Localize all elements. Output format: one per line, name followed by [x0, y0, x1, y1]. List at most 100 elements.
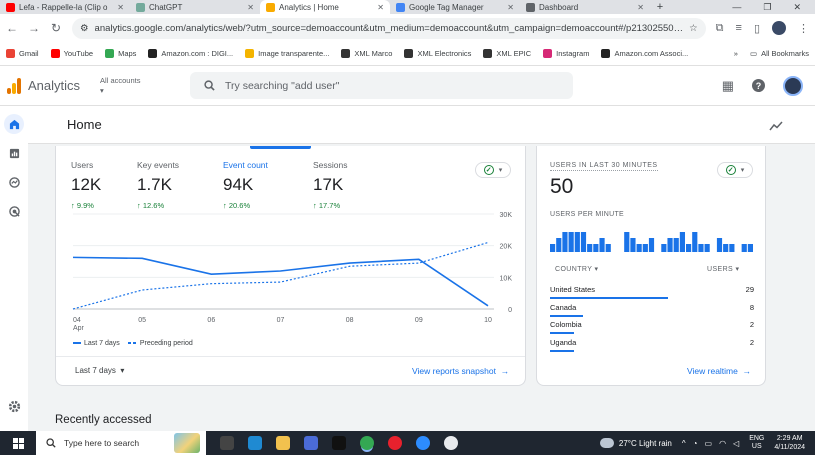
address-bar[interactable]: ⚙ analytics.google.com/analytics/web/?ut… — [72, 17, 706, 39]
new-tab-icon[interactable]: + — [656, 1, 664, 13]
bookmark-label: Instagram — [556, 49, 590, 58]
opera-icon[interactable] — [388, 436, 402, 450]
browser-tab[interactable]: Dashboard ✕ — [520, 0, 650, 14]
legend-previous: Preceding period — [127, 340, 193, 347]
metric-key-events[interactable]: Key events 1.7K ↑ 12.6% — [137, 160, 180, 210]
bookmarks-bar: Gmail YouTube Maps Amazon.com : DIGI... Imag… — [0, 42, 815, 66]
browser-tab[interactable]: Lefa - Rappelle-la (Clip o ✕ — [0, 0, 130, 14]
maximize-icon[interactable]: ❐ — [763, 1, 772, 12]
browser-tab[interactable]: Google Tag Manager ✕ — [390, 0, 520, 14]
all-bookmarks-button[interactable]: ▭ All Bookmarks — [749, 49, 809, 58]
wifi-icon[interactable]: ◠ — [719, 438, 727, 448]
bookmark-item[interactable]: Amazon.com : DIGI... — [148, 49, 233, 58]
edge-icon[interactable] — [248, 436, 262, 450]
apps-grid-icon[interactable]: ▦ — [721, 77, 734, 93]
minute-bar — [648, 238, 655, 252]
advertising-icon[interactable] — [4, 201, 24, 221]
data-quality-button[interactable]: ✓ ▾ — [475, 162, 511, 178]
realtime-label: USERS IN LAST 30 MINUTES — [550, 162, 658, 171]
bookmark-favicon-icon — [404, 49, 414, 58]
windows-start-icon[interactable] — [0, 437, 36, 449]
explore-icon[interactable] — [4, 172, 24, 192]
reports-icon[interactable] — [4, 143, 24, 163]
home-icon[interactable] — [4, 114, 24, 134]
users-column-header[interactable]: USERS ▾ — [707, 266, 740, 273]
divider — [56, 356, 525, 357]
reload-icon[interactable]: ↻ — [50, 21, 62, 35]
country-column-header[interactable]: COUNTRY ▾ — [555, 266, 599, 273]
analytics-logo-icon[interactable] — [0, 77, 28, 94]
view-realtime-link[interactable]: View realtime → — [687, 366, 752, 376]
side-panel-icon[interactable]: ▯ — [753, 22, 760, 35]
close-tab-icon[interactable]: ✕ — [507, 2, 514, 12]
view-reports-snapshot-link[interactable]: View reports snapshot → — [412, 366, 510, 376]
chrome-profile-icon[interactable] — [444, 436, 458, 450]
task-view-icon[interactable] — [220, 436, 234, 450]
bookmark-star-icon[interactable]: ☆ — [689, 22, 698, 34]
site-info-icon[interactable]: ⚙ — [80, 22, 89, 34]
cloud-rain-icon — [599, 438, 614, 448]
y-tick-label: 30K — [500, 212, 513, 219]
bookmark-item[interactable]: YouTube — [50, 49, 93, 58]
country-row[interactable]: United States 29 — [550, 282, 754, 299]
country-row[interactable]: Uganda 2 — [550, 335, 754, 352]
chrome-icon[interactable] — [360, 436, 374, 450]
help-icon[interactable]: ? — [752, 79, 765, 92]
country-row[interactable]: Colombia 2 — [550, 317, 754, 334]
close-tab-icon[interactable]: ✕ — [637, 2, 644, 12]
close-window-icon[interactable]: ✕ — [793, 1, 801, 12]
back-icon[interactable]: ← — [6, 21, 18, 35]
user-avatar[interactable] — [783, 75, 803, 96]
share-bar — [550, 349, 574, 352]
weather-widget[interactable]: 27°C Light rain — [599, 438, 682, 448]
bookmark-item[interactable]: Image transparente... — [245, 49, 329, 58]
bookmark-item[interactable]: Gmail — [6, 49, 39, 58]
tiktok-icon[interactable] — [332, 436, 346, 450]
bookmark-item[interactable]: XML EPIC — [483, 49, 531, 58]
close-tab-icon[interactable]: ✕ — [117, 2, 124, 12]
system-tray: ^ ◔ ▭ ◠ ◁ — [682, 439, 749, 448]
search-input[interactable]: Try searching "add user" — [190, 72, 574, 99]
bookmark-item[interactable]: XML Marco — [341, 49, 392, 58]
menu-kebab-icon[interactable]: ⋮ — [798, 22, 809, 35]
close-tab-icon[interactable]: ✕ — [377, 2, 384, 12]
metric-event-count[interactable]: Event count 94K ↑ 20.6% — [223, 160, 268, 210]
bookmark-item[interactable]: Amazon.com Associ... — [601, 49, 688, 58]
browser-tab-active[interactable]: Analytics | Home ✕ — [260, 0, 390, 14]
bookmark-item[interactable]: XML Electronics — [404, 49, 471, 58]
browser-tab[interactable]: ChatGPT ✕ — [130, 0, 260, 14]
clock[interactable]: 2:29 AM 4/11/2024 — [774, 435, 805, 451]
minute-bar — [599, 238, 605, 252]
data-quality-button[interactable]: ✓ ▾ — [717, 162, 753, 178]
file-explorer-icon[interactable] — [276, 436, 290, 450]
country-users: 29 — [745, 285, 754, 294]
account-picker[interactable]: All accounts ▾ — [100, 76, 190, 96]
battery-icon[interactable]: ▭ — [704, 438, 713, 448]
language-indicator[interactable]: ENG US — [749, 435, 765, 450]
bookmark-item[interactable]: Maps — [105, 49, 136, 58]
zoom-icon[interactable] — [416, 436, 430, 450]
close-tab-icon[interactable]: ✕ — [247, 2, 254, 12]
forward-icon[interactable]: → — [28, 21, 40, 35]
admin-settings-icon[interactable] — [8, 400, 21, 418]
date-range-dropdown[interactable]: Last 7 days ▾ — [75, 366, 125, 375]
dropdown-arrow-icon: ▾ — [118, 366, 125, 375]
tab-title: Google Tag Manager — [409, 2, 484, 12]
media-controls-icon[interactable]: ≡ — [735, 22, 742, 34]
volume-icon[interactable]: ◁ — [733, 438, 740, 448]
metric-sessions[interactable]: Sessions 17K ↑ 17.7% — [313, 160, 348, 210]
minimize-icon[interactable]: — — [732, 2, 742, 12]
taskbar-search-input[interactable]: Type here to search — [36, 431, 206, 455]
minute-bar — [636, 244, 642, 252]
country-row[interactable]: Canada 8 — [550, 300, 754, 317]
store-icon[interactable] — [304, 436, 318, 450]
extensions-icon[interactable]: ⧉ — [715, 21, 724, 34]
insights-trend-icon[interactable] — [769, 118, 783, 136]
windows-taskbar: Type here to search 27°C Light rain ^ ◔ … — [0, 431, 815, 455]
metric-users[interactable]: Users 12K ↑ 9.9% — [71, 160, 102, 210]
network-icon[interactable]: ◔ — [692, 438, 698, 448]
profile-avatar-icon[interactable] — [772, 21, 786, 35]
bookmark-item[interactable]: Instagram — [543, 49, 589, 58]
show-hidden-icons-icon[interactable]: ^ — [681, 438, 686, 448]
more-bookmarks-icon[interactable]: » — [733, 49, 738, 58]
